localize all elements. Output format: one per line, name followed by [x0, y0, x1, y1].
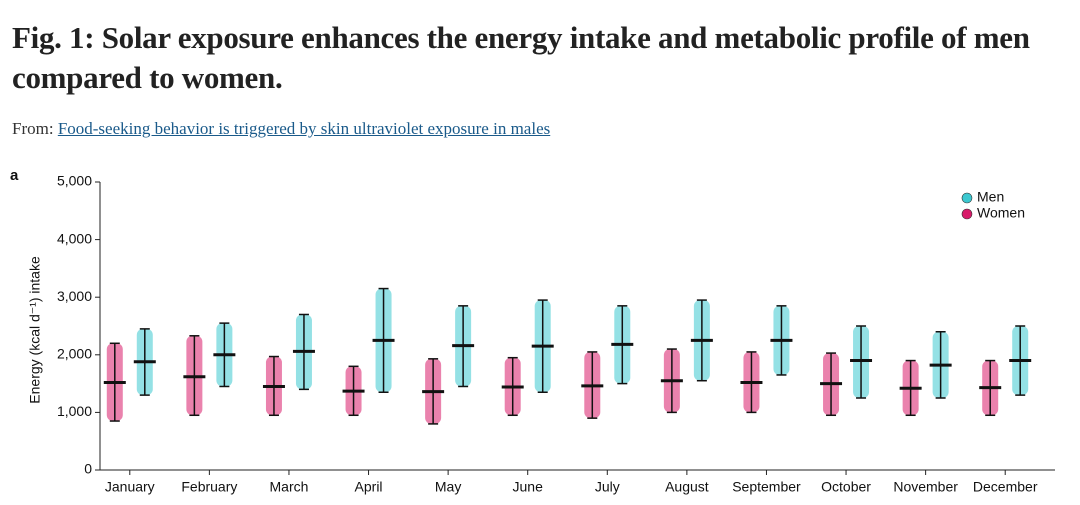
x-tick-label: April: [355, 479, 383, 495]
y-tick-label: 2,000: [57, 346, 92, 362]
x-tick-label: August: [665, 479, 709, 495]
y-tick-label: 0: [84, 461, 92, 477]
x-tick-label: November: [893, 479, 958, 495]
x-tick-label: January: [105, 479, 155, 495]
x-tick-label: July: [595, 479, 620, 495]
x-tick-label: March: [270, 479, 309, 495]
chart: a Energy (kcal d⁻¹) intake 0 1,000 2,000 3,…: [10, 167, 1055, 495]
panel-label: a: [10, 167, 19, 184]
x-tick-label: October: [821, 479, 871, 495]
y-axis-label: Energy (kcal d⁻¹) intake: [27, 256, 43, 404]
x-tick-label: December: [973, 479, 1038, 495]
source-line: From: Food-seeking behavior is triggered…: [12, 119, 550, 139]
x-tick-label: June: [513, 479, 544, 495]
y-tick-label: 1,000: [57, 403, 92, 419]
y-tick-label: 3,000: [57, 288, 92, 304]
legend-marker: [961, 192, 973, 204]
y-tick-label: 4,000: [57, 230, 92, 246]
x-tick-label: May: [435, 479, 461, 495]
x-tick-label: September: [732, 479, 801, 495]
y-tick-label: 5,000: [57, 173, 92, 189]
from-label: From:: [12, 119, 54, 138]
x-tick-label: February: [181, 479, 237, 495]
legend-label: Women: [977, 205, 1025, 221]
legend-marker: [961, 208, 973, 220]
source-link[interactable]: Food-seeking behavior is triggered by sk…: [57, 119, 551, 138]
figure-title: Fig. 1: Solar exposure enhances the ener…: [12, 20, 1030, 95]
legend-label: Men: [977, 189, 1004, 205]
